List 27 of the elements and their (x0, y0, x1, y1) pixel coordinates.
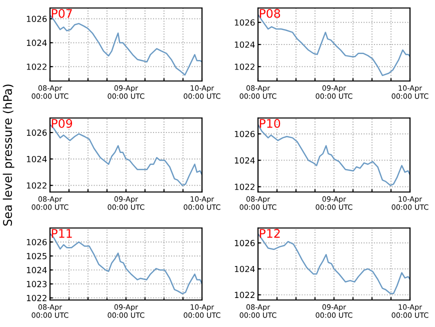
y-tick-label: 1023 (26, 280, 47, 288)
annotation: P09 (52, 118, 72, 128)
y-tick-label: 1024 (26, 156, 47, 162)
y-tick-label: 1024 (234, 41, 255, 48)
y-tick-label: 1024 (26, 40, 47, 46)
y-tick-label: 1026 (234, 130, 255, 138)
y-tick-label: 1024 (234, 266, 255, 272)
y-tick-label: 1022 (26, 182, 46, 189)
y-axis-title: Sea level pressure (hPa) (2, 84, 14, 226)
y-tick-label: 1026 (26, 238, 47, 246)
y-tick-label: 1022 (26, 294, 46, 302)
annotation: P10 (260, 118, 280, 128)
y-tick-label: 1024 (26, 266, 47, 274)
y-tick-label: 1022 (234, 64, 254, 70)
y-tick-label: 1026 (234, 240, 255, 246)
annotation: P11 (52, 229, 72, 238)
y-tick-label: 1026 (234, 19, 255, 26)
y-tick-label: 1022 (234, 292, 254, 298)
y-tick-label: 1022 (234, 184, 254, 190)
annotation: P08 (260, 8, 280, 18)
y-tick-label: 1026 (26, 16, 47, 22)
annotation: P07 (52, 8, 72, 18)
annotation: P12 (260, 228, 280, 238)
y-tick-label: 1024 (234, 157, 255, 164)
y-tick-label: 1022 (26, 64, 46, 70)
y-tick-label: 1025 (26, 252, 46, 260)
y-tick-label: 1026 (26, 130, 47, 136)
